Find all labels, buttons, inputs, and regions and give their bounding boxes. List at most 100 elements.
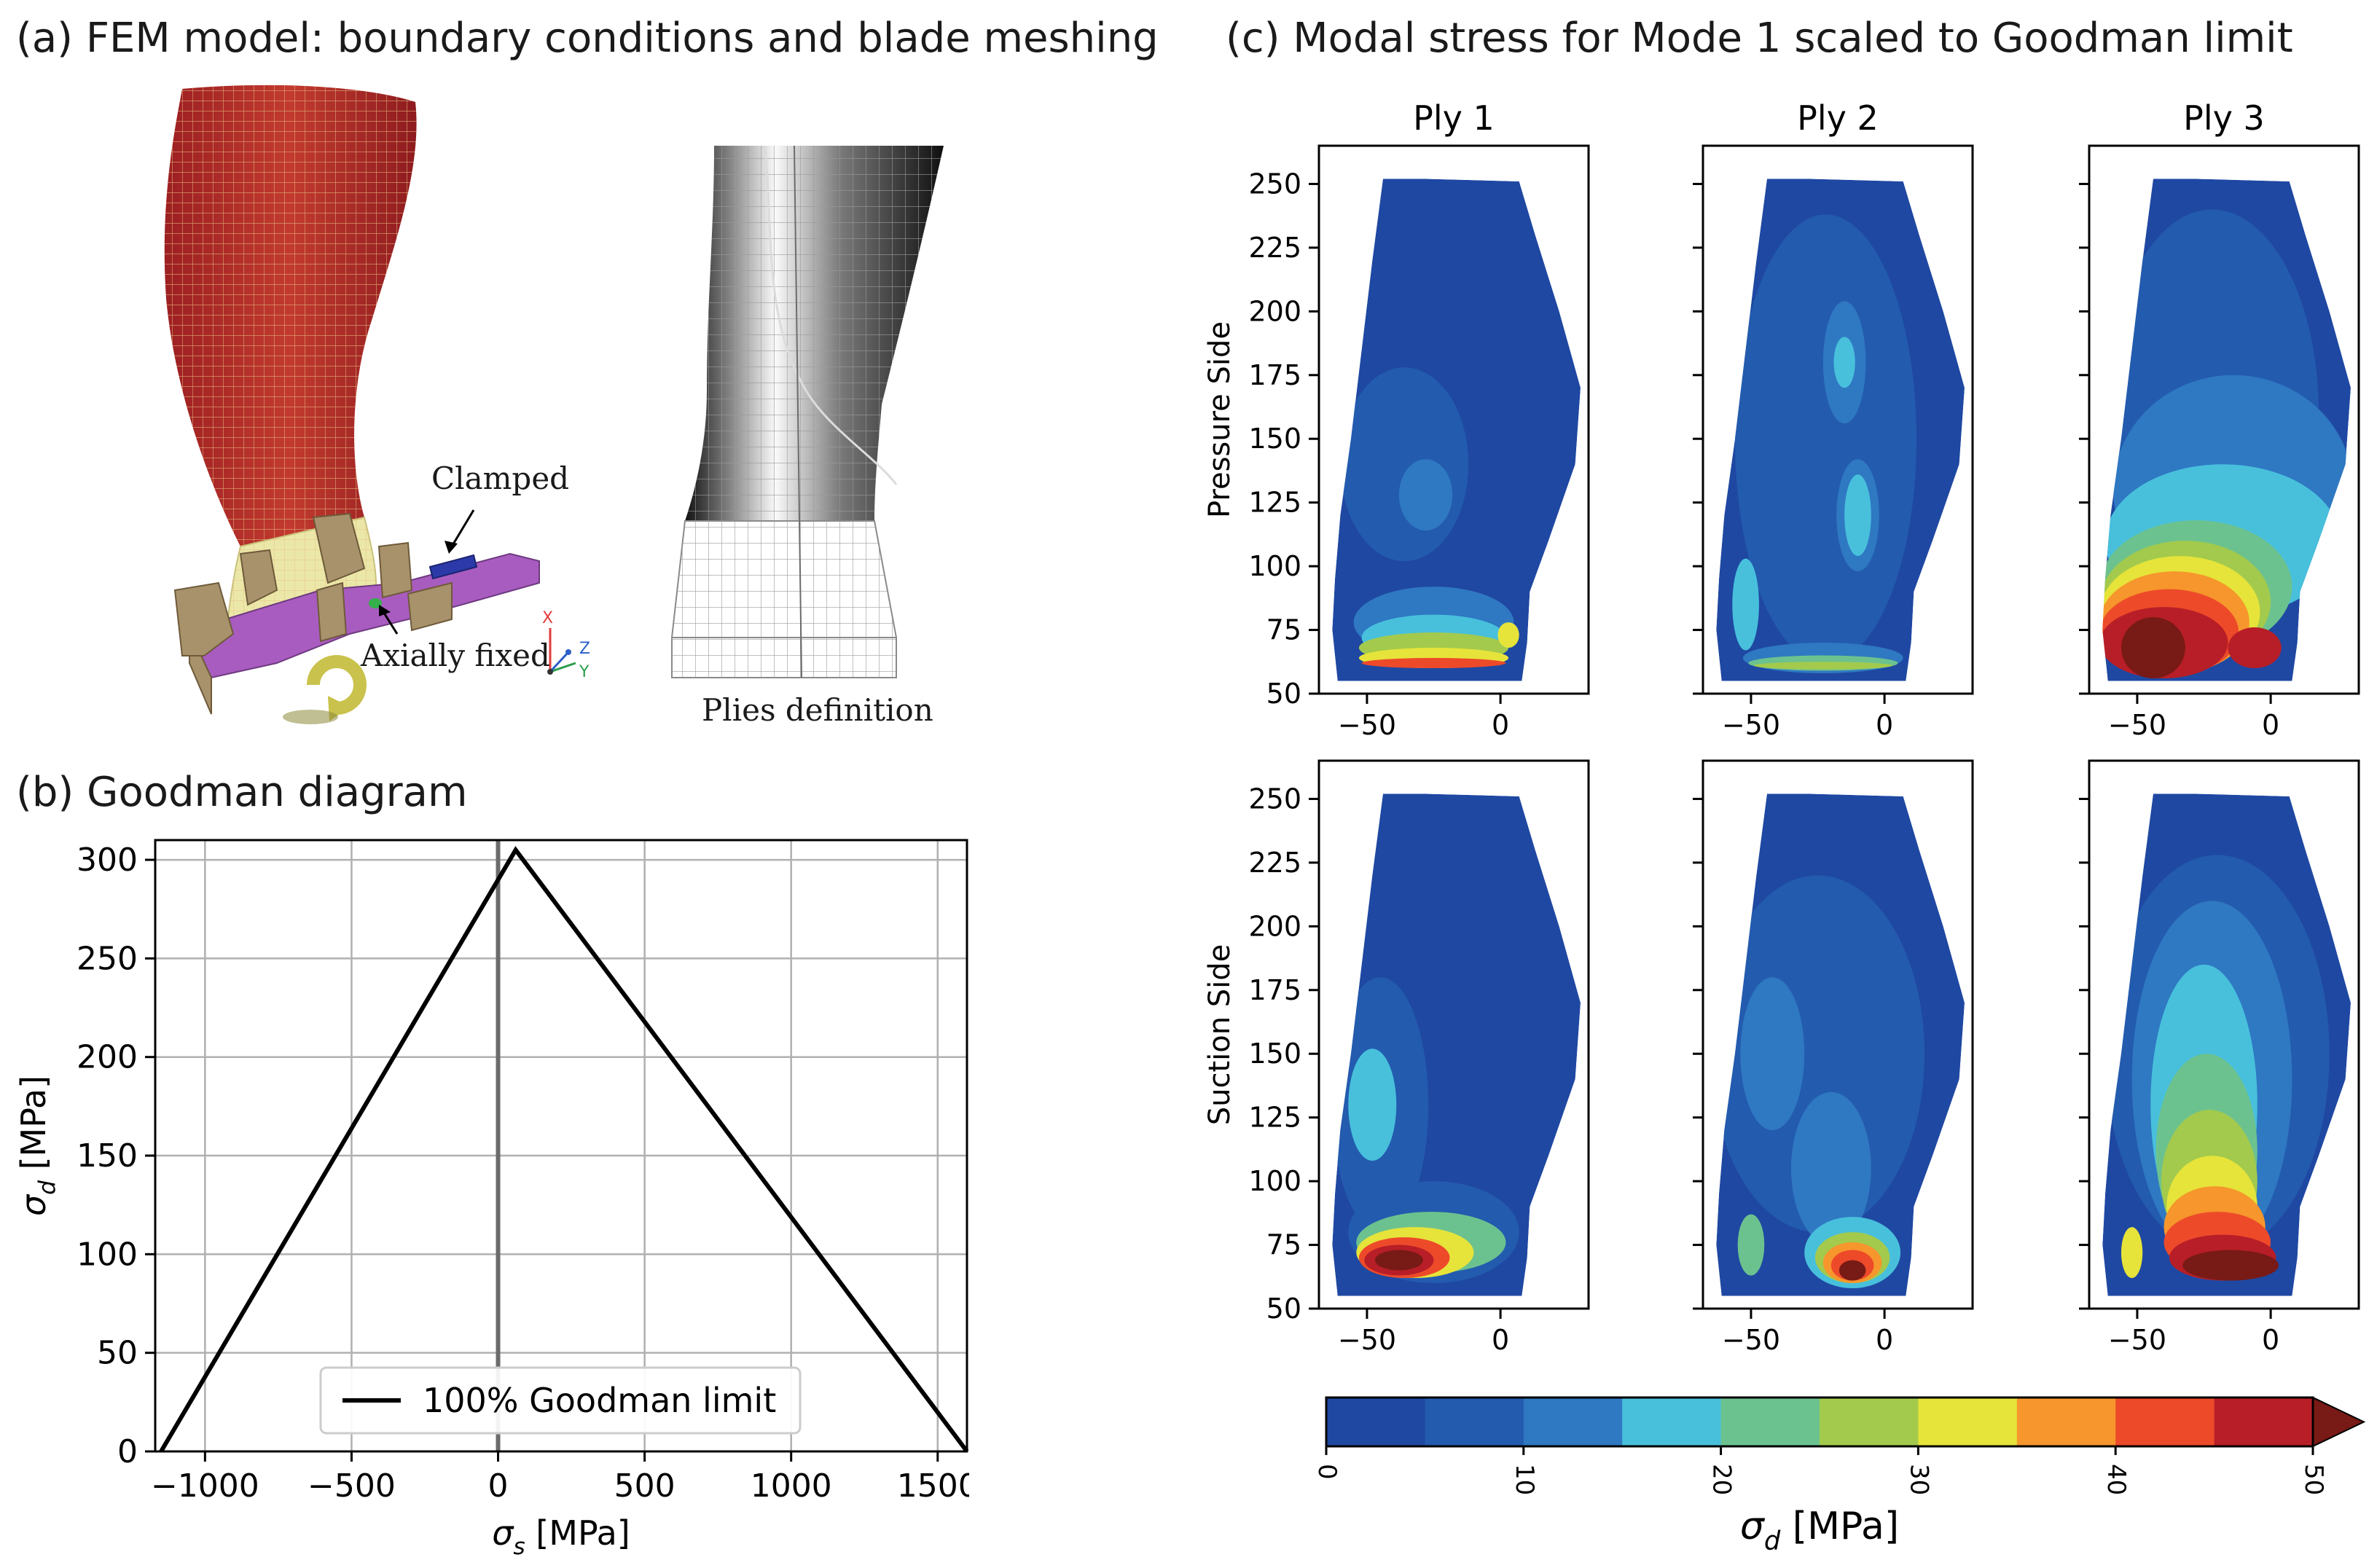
plot-frame	[154, 839, 968, 1453]
colorbar-segment-30-35	[1918, 1398, 2018, 1446]
x-tick-label: 500	[614, 1467, 675, 1505]
stress-contour-level-9	[2228, 627, 2282, 669]
y-tick-label: 75	[1266, 1229, 1301, 1261]
contour-axes-frame	[2088, 144, 2360, 695]
stress-contour-level-3	[1348, 1048, 1397, 1161]
axes-triad-icon	[547, 628, 576, 675]
y-tick-label: 150	[1248, 423, 1301, 455]
panel-c-title: (c) Modal stress for Mode 1 scaled to Go…	[1226, 15, 2293, 62]
plies-definition-label: Plies definition	[702, 692, 933, 728]
y-tick-label: 100	[1248, 550, 1301, 582]
axis-z-label: Z	[579, 640, 591, 658]
colorbar-segment-45-50	[2214, 1398, 2314, 1446]
colorbar-label: σd [MPa]	[1740, 1505, 1899, 1556]
stress-contour-level-6	[2120, 1227, 2143, 1279]
legend-label: 100% Goodman limit	[423, 1381, 776, 1420]
y-tick-label: 250	[77, 940, 138, 977]
y-tick-label: 50	[97, 1335, 138, 1372]
y-tick-label: 175	[1248, 974, 1301, 1006]
y-tick-label: 50	[1266, 678, 1301, 710]
colorbar-tick-label: 0	[1312, 1464, 1342, 1480]
x-tick-label: −50	[2108, 709, 2166, 741]
stress-contour-level-8	[1361, 658, 1506, 669]
stress-contour-level-10	[1374, 1250, 1423, 1271]
y-tick-label: 150	[1248, 1038, 1301, 1070]
x-tick-label: −500	[308, 1467, 396, 1505]
panel-a-title: (a) FEM model: boundary conditions and b…	[16, 15, 1159, 62]
colorbar-extend-arrow	[2312, 1396, 2366, 1448]
column-title-2: Ply 2	[1797, 98, 1879, 138]
y-tick-label: 50	[1266, 1293, 1301, 1325]
stress-contour-level-10	[1838, 1260, 1866, 1281]
stress-contour-level-4	[1737, 1214, 1765, 1276]
stress-contour-level-3	[1833, 337, 1855, 388]
plies-mesh-illustration	[670, 145, 944, 678]
row-title-1: Pressure Side	[1203, 321, 1237, 518]
colorbar-tick-label: 40	[2102, 1464, 2131, 1495]
stress-contour-level-1	[1340, 367, 1469, 562]
axis-x-label: X	[542, 609, 554, 627]
y-tick-label: 0	[117, 1433, 138, 1470]
y-tick-label: 300	[77, 842, 138, 879]
colorbar-segment-15-20	[1622, 1398, 1722, 1446]
legend-box	[319, 1366, 802, 1435]
colorbar-segment-25-30	[1820, 1398, 1919, 1446]
colorbar-segment-0-5	[1326, 1398, 1425, 1446]
x-tick-label: 0	[1876, 709, 1893, 741]
stress-contour-level-2	[1790, 1091, 1871, 1245]
x-tick-label: 0	[2262, 709, 2279, 741]
x-tick-label: 0	[1492, 709, 1509, 741]
y-tick-label: 125	[1248, 1102, 1301, 1134]
stress-contour-level-2	[1740, 977, 1805, 1131]
y-tick-label: 200	[77, 1039, 138, 1076]
contour-axes-frame	[2088, 759, 2360, 1310]
goodman-limit-line	[159, 846, 969, 1453]
stress-contour-level-3	[1844, 474, 1871, 557]
rotation-arrow-icon	[283, 655, 367, 724]
axial-fix-marker	[369, 598, 382, 608]
colorbar-frame	[1325, 1396, 2314, 1448]
x-tick-label: 0	[1492, 1324, 1509, 1356]
stress-contour-level-10	[2120, 617, 2185, 679]
modal-stress-grid: Ply 1 Ply 2 Ply 3 Pressure Side Suction Side…	[1203, 98, 2366, 1556]
contour-panel-r1-c1	[1332, 179, 1581, 681]
contour-axes-frame	[1702, 144, 1974, 695]
contour-panel-r1-c2	[1716, 179, 1965, 681]
stress-contour-level-3	[1732, 558, 1759, 651]
y-axis-label: σd [MPa]	[14, 1075, 60, 1216]
x-tick-label: −1000	[151, 1467, 259, 1505]
y-tick-label: 200	[1248, 295, 1301, 327]
x-axis-label: σs [MPa]	[492, 1513, 630, 1560]
y-tick-label: 125	[1248, 487, 1301, 519]
stress-contour-level-1	[1734, 214, 1917, 664]
x-tick-label: −50	[1722, 1324, 1780, 1356]
contour-axes-frame	[1317, 144, 1590, 695]
x-tick-label: 1000	[751, 1467, 832, 1505]
y-tick-label: 175	[1248, 359, 1301, 391]
column-title-1: Ply 1	[1413, 98, 1495, 138]
axially-fixed-label: Axially fixed	[361, 638, 550, 673]
contour-axes-frame	[1317, 759, 1590, 1310]
colorbar-segment-35-40	[2016, 1398, 2116, 1446]
x-tick-label: 0	[1876, 1324, 1893, 1356]
colorbar-segment-10-15	[1523, 1398, 1623, 1446]
colorbar-tick-label: 30	[1904, 1464, 1933, 1495]
contour-panel-r2-c3	[2102, 793, 2351, 1296]
row-title-2: Suction Side	[1203, 944, 1237, 1126]
x-tick-label: 1500	[897, 1467, 969, 1505]
colorbar-tick-label: 20	[1707, 1464, 1736, 1495]
colorbar-tick-label: 50	[2299, 1464, 2328, 1495]
column-title-3: Ply 3	[2183, 98, 2265, 138]
clamped-label: Clamped	[431, 460, 570, 496]
contour-axes-frame	[1702, 759, 1974, 1310]
contour-panel-r2-c1	[1332, 793, 1581, 1296]
colorbar-segment-40-45	[2115, 1398, 2215, 1446]
x-tick-label: −50	[1338, 1324, 1396, 1356]
panel-b-title: (b) Goodman diagram	[16, 769, 468, 816]
contour-panel-r1-c3	[2102, 179, 2351, 681]
contour-panel-r2-c2	[1716, 793, 1965, 1296]
y-tick-label: 200	[1248, 910, 1301, 942]
y-tick-label: 250	[1248, 783, 1301, 815]
stress-contour-level-1	[1716, 875, 1925, 1233]
fem-model-illustration	[164, 85, 576, 724]
